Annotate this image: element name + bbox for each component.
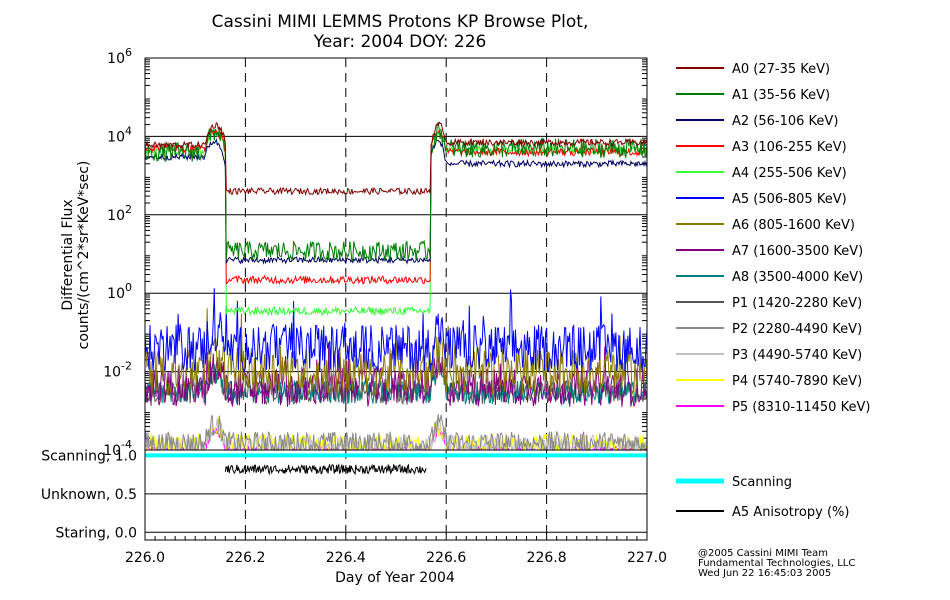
y-tick-exponent: 0 bbox=[125, 281, 132, 294]
series-line bbox=[144, 414, 648, 452]
legend-label: A5 (506-805 KeV) bbox=[732, 192, 847, 207]
x-tick-label: 226.6 bbox=[426, 550, 466, 566]
y-tick-exponent: -2 bbox=[121, 360, 132, 373]
legend-label: A5 Anisotropy (%) bbox=[732, 505, 849, 520]
lower-y-tick-label: Unknown, 0.5 bbox=[41, 487, 137, 503]
legend-label: Scanning bbox=[732, 475, 792, 490]
y-tick-exponent: 4 bbox=[125, 124, 132, 137]
series-line bbox=[144, 121, 648, 197]
legend-label: P1 (1420-2280 KeV) bbox=[732, 296, 862, 311]
legend: A0 (27-35 KeV) A1 (35-56 KeV) A2 (56-106 K… bbox=[676, 62, 870, 520]
y-tick-label: 104 bbox=[107, 124, 132, 145]
legend-label: A7 (1600-3500 KeV) bbox=[732, 244, 863, 259]
y-tick-label: 106 bbox=[107, 46, 132, 67]
legend-label: A2 (56-106 KeV) bbox=[732, 114, 838, 129]
legend-label: A0 (27-35 KeV) bbox=[732, 62, 830, 77]
lower-panel-frame bbox=[144, 449, 648, 541]
credit-line-3: Wed Jun 22 16:45:03 2005 bbox=[698, 568, 831, 579]
x-tick-label: 226.8 bbox=[527, 550, 567, 566]
series-line bbox=[144, 128, 648, 317]
x-tick-label: 226.4 bbox=[326, 550, 366, 566]
credit-line-2: Fundamental Technologies, LLC bbox=[698, 558, 855, 569]
series-line bbox=[144, 288, 648, 373]
legend-label: P3 (4490-5740 KeV) bbox=[732, 348, 862, 363]
legend-label: A3 (106-255 KeV) bbox=[732, 140, 847, 155]
chart-subtitle: Year: 2004 DOY: 226 bbox=[313, 32, 487, 52]
series-line bbox=[144, 137, 648, 265]
series-line bbox=[144, 122, 648, 262]
y-axis-label-line2: counts/(cm^2*sr*KeV*sec) bbox=[76, 161, 92, 350]
axes-frame bbox=[144, 57, 648, 541]
series-line bbox=[144, 339, 648, 407]
lower-y-tick-label: Scanning, 1.0 bbox=[41, 448, 137, 464]
y-tick-label: 102 bbox=[107, 203, 132, 224]
series-line bbox=[144, 129, 648, 285]
credit-line-1: @2005 Cassini MIMI Team bbox=[698, 548, 828, 559]
y-tick-exponent: 6 bbox=[125, 46, 132, 59]
series-line bbox=[144, 308, 648, 396]
upper-panel-series bbox=[144, 121, 648, 452]
legend-label: A4 (255-506 KeV) bbox=[732, 166, 847, 181]
y-tick-exponent: 2 bbox=[125, 203, 132, 216]
anisotropy-line bbox=[224, 462, 427, 476]
y-tick-exponent: -4 bbox=[121, 438, 132, 451]
lower-panel-grid bbox=[145, 450, 647, 540]
legend-label: A1 (35-56 KeV) bbox=[732, 88, 830, 103]
y-tick-label: 100 bbox=[107, 281, 132, 302]
x-tick-label: 226.0 bbox=[125, 550, 165, 566]
legend-label: A6 (805-1600 KeV) bbox=[732, 218, 855, 233]
legend-label: P2 (2280-4490 KeV) bbox=[732, 322, 862, 337]
x-tick-label: 227.0 bbox=[627, 550, 667, 566]
chart-title: Cassini MIMI LEMMS Protons KP Browse Plo… bbox=[212, 12, 589, 32]
y-axis-label-line1: Differential Flux bbox=[60, 199, 76, 310]
x-axis-label: Day of Year 2004 bbox=[335, 570, 455, 586]
legend-label: A8 (3500-4000 KeV) bbox=[732, 270, 863, 285]
lower-panel-series bbox=[145, 453, 647, 476]
legend-label: P4 (5740-7890 KeV) bbox=[732, 374, 862, 389]
legend-label: P5 (8310-11450 KeV) bbox=[732, 400, 870, 415]
y-tick-label: 10-2 bbox=[103, 360, 132, 381]
x-tick-label: 226.2 bbox=[225, 550, 265, 566]
lower-y-tick-label: Staring, 0.0 bbox=[55, 525, 137, 541]
